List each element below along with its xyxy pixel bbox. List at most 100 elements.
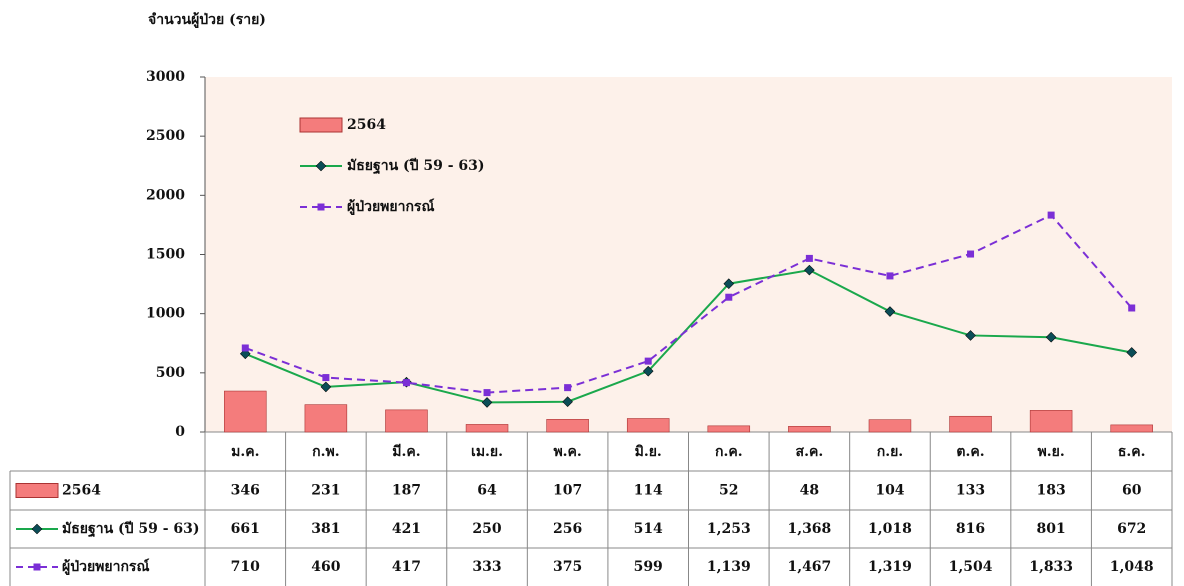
table-cell: 599 bbox=[634, 559, 663, 575]
bar bbox=[1029, 410, 1073, 433]
marker bbox=[481, 397, 493, 408]
x-tick-label: ส.ค. bbox=[796, 444, 824, 460]
table-cell: 1,319 bbox=[868, 559, 912, 575]
table-cell: 333 bbox=[472, 559, 501, 575]
table-symbol bbox=[15, 483, 59, 498]
x-tick-label: พ.ค. bbox=[553, 444, 581, 460]
y-tick-label: 1500 bbox=[146, 247, 185, 263]
table-cell: 381 bbox=[311, 521, 340, 537]
y-tick-label: 2000 bbox=[146, 187, 185, 203]
y-tick-label: 500 bbox=[156, 365, 185, 381]
marker bbox=[723, 278, 735, 290]
marker bbox=[725, 293, 733, 301]
table-cell: 417 bbox=[392, 559, 421, 575]
y-tick-label: 1000 bbox=[146, 306, 185, 322]
table-cell: 1,139 bbox=[707, 559, 751, 575]
bar bbox=[949, 415, 992, 433]
bar bbox=[868, 419, 912, 433]
plot-area bbox=[205, 77, 1172, 432]
table-cell: 256 bbox=[553, 521, 582, 537]
table-cell: 107 bbox=[553, 483, 582, 499]
legend-symbol bbox=[317, 203, 325, 211]
x-tick-label: พ.ย. bbox=[1038, 444, 1065, 460]
marker bbox=[322, 374, 330, 382]
y-axis-title: จำนวนผู้ป่วย (ราย) bbox=[148, 12, 266, 28]
legend-symbol bbox=[299, 117, 343, 133]
table-cell: 661 bbox=[231, 521, 260, 537]
marker bbox=[884, 306, 896, 317]
table-cell: 231 bbox=[311, 483, 340, 499]
table-cell: 250 bbox=[472, 521, 501, 537]
legend-label: ผู้ป่วยพยากรณ์ bbox=[347, 198, 434, 215]
table-cell: 460 bbox=[311, 559, 340, 575]
bar bbox=[385, 409, 428, 433]
marker bbox=[1128, 304, 1136, 312]
table-cell: 1,253 bbox=[707, 521, 751, 537]
x-tick-label: มิ.ย. bbox=[635, 444, 662, 460]
bar bbox=[224, 390, 267, 433]
table-cell: 1,467 bbox=[787, 559, 831, 575]
marker bbox=[320, 381, 332, 393]
table-row-label: 2564 bbox=[62, 483, 101, 499]
marker bbox=[805, 254, 813, 262]
table-cell: 816 bbox=[956, 521, 985, 537]
table-cell: 60 bbox=[1122, 483, 1142, 499]
table-cell: 672 bbox=[1117, 521, 1146, 537]
marker bbox=[1045, 331, 1057, 343]
bar bbox=[546, 419, 589, 433]
marker bbox=[1047, 211, 1055, 219]
x-tick-label: ก.พ. bbox=[312, 444, 339, 460]
marker bbox=[483, 389, 491, 397]
table-cell: 64 bbox=[477, 483, 497, 499]
y-tick-label: 3000 bbox=[146, 69, 185, 85]
y-tick-label: 2500 bbox=[146, 128, 185, 144]
table-symbol bbox=[33, 563, 41, 571]
table-cell: 1,833 bbox=[1029, 559, 1073, 575]
marker bbox=[965, 330, 976, 341]
marker bbox=[644, 357, 652, 365]
series-line bbox=[244, 269, 1132, 404]
bar bbox=[304, 404, 348, 433]
x-tick-label: ม.ค. bbox=[231, 444, 259, 460]
x-tick-label: ก.ย. bbox=[877, 444, 903, 460]
table-cell: 514 bbox=[634, 521, 663, 537]
legend-label: มัธยฐาน (ปี 59 - 63) bbox=[347, 158, 485, 175]
marker bbox=[886, 272, 894, 280]
table-cell: 1,504 bbox=[949, 559, 993, 575]
marker bbox=[804, 264, 815, 276]
table-cell: 1,368 bbox=[787, 521, 831, 537]
table-cell: 1,048 bbox=[1110, 559, 1154, 575]
x-tick-label: มี.ค. bbox=[392, 444, 420, 460]
table-cell: 710 bbox=[231, 559, 260, 575]
bar bbox=[626, 418, 670, 433]
table-symbol bbox=[31, 523, 43, 535]
legend-label: 2564 bbox=[347, 117, 386, 133]
marker bbox=[562, 396, 573, 408]
marker bbox=[642, 365, 654, 377]
x-tick-label: ธ.ค. bbox=[1118, 444, 1146, 460]
table-cell: 104 bbox=[875, 483, 904, 499]
legend-symbol bbox=[315, 160, 327, 172]
bar bbox=[707, 425, 751, 433]
table-cell: 346 bbox=[231, 483, 260, 499]
x-tick-label: เม.ย. bbox=[471, 444, 503, 460]
marker bbox=[1126, 347, 1138, 358]
table-cell: 183 bbox=[1037, 483, 1066, 499]
table-row-label: ผู้ป่วยพยากรณ์ bbox=[62, 558, 149, 575]
bar bbox=[1110, 424, 1153, 433]
table-cell: 421 bbox=[392, 521, 421, 537]
marker bbox=[967, 250, 975, 258]
table-cell: 52 bbox=[719, 483, 738, 499]
series-line bbox=[244, 213, 1133, 394]
bar bbox=[465, 424, 509, 433]
x-tick-label: ต.ค. bbox=[956, 444, 984, 460]
marker bbox=[241, 344, 249, 352]
bar bbox=[788, 426, 831, 433]
marker bbox=[564, 384, 572, 392]
table-cell: 114 bbox=[634, 483, 663, 499]
table-cell: 375 bbox=[553, 559, 582, 575]
table-cell: 187 bbox=[392, 483, 421, 499]
table-cell: 48 bbox=[800, 483, 819, 499]
marker bbox=[402, 379, 410, 387]
